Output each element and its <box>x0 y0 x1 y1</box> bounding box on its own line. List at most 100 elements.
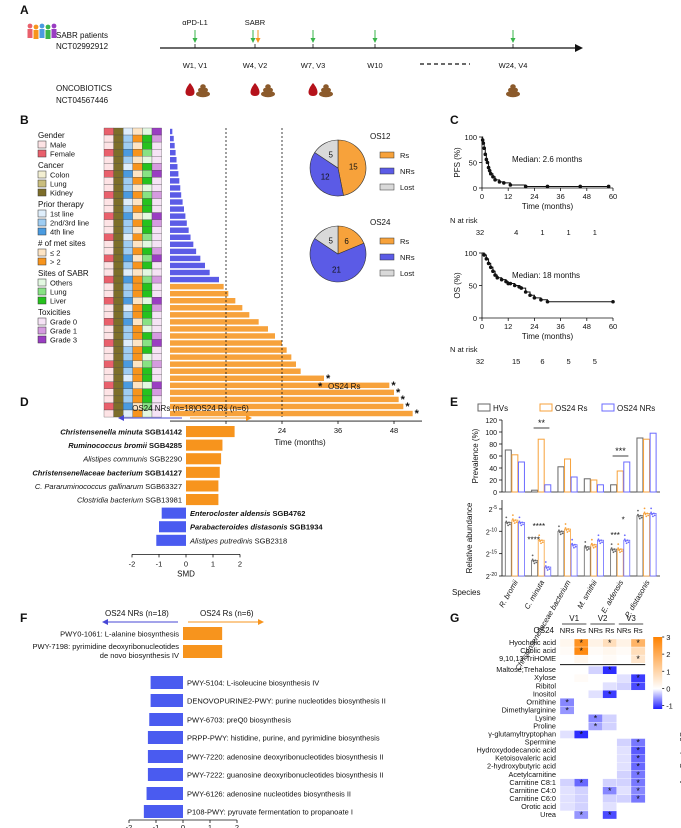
patient-attribute-cell <box>151 346 162 354</box>
survival-bar <box>170 255 201 262</box>
patient-attribute-cell <box>132 191 143 199</box>
patient-attribute-cell <box>113 374 124 382</box>
patient-attribute-cell <box>103 233 114 241</box>
e-prevalence-bar <box>537 438 545 493</box>
g-col-label: NRs <box>560 626 575 635</box>
e-abundance-point <box>625 542 628 545</box>
g-heat-cell <box>559 682 575 691</box>
pdl1-arrowhead <box>310 38 316 43</box>
patient-attribute-cell <box>142 170 153 178</box>
pie-legend-label: Lost <box>400 183 415 192</box>
e-abundance-point <box>643 507 646 510</box>
g-heat-cell <box>559 730 575 739</box>
legend-group-title: # of met sites <box>38 239 86 248</box>
g-sig-star: * <box>636 786 640 796</box>
g-heat-cell <box>574 746 589 755</box>
g-visit-label: V2 <box>598 614 608 623</box>
patient-attribute-cell <box>103 254 114 263</box>
d-bar <box>186 453 222 465</box>
e-abundance-point <box>594 545 597 548</box>
survival-bar <box>170 185 181 191</box>
e-prevalence-bar <box>557 466 565 493</box>
patient-attribute-cell <box>103 409 114 418</box>
stool-icon <box>198 87 208 93</box>
patient-attribute-cell <box>113 184 124 192</box>
f-right-arrowhead <box>258 619 264 625</box>
e-legend-label: OS24 NRs <box>617 404 655 413</box>
g-row-label: Cholic acid <box>520 646 556 655</box>
e-abundance-point <box>650 507 653 510</box>
os-x-tick-label: 0 <box>480 322 484 331</box>
os-risk-value: 32 <box>476 357 484 366</box>
legend-item-label: Colon <box>50 171 70 180</box>
e-abundance-point <box>558 531 561 534</box>
g-row-label: Ketoisovaleric acid <box>495 754 556 763</box>
g-colorbar-tick-label: 0 <box>666 684 670 693</box>
e-sig-bottom: * <box>622 515 625 524</box>
patient-attribute-cell <box>132 212 143 220</box>
sabr-label: SABR <box>245 18 266 27</box>
d-bar-label-sgb: SGB14127 <box>143 468 182 477</box>
legend-item-label: 1st line <box>50 210 74 219</box>
patient-attribute-cell <box>132 381 143 389</box>
patient-attribute-cell <box>113 395 124 404</box>
e-abundance-point <box>643 511 646 514</box>
patient-attribute-cell <box>113 332 124 340</box>
pfs-x-tick-label: 24 <box>530 192 538 201</box>
g-heat-cell <box>588 754 603 763</box>
pfs-censor-point <box>508 183 513 187</box>
f-bar <box>147 750 183 763</box>
g-row-label: 9,10,13-TriHOME <box>499 654 556 663</box>
d-bar <box>186 426 235 438</box>
e-legend-swatch <box>601 403 615 412</box>
pfs-censor-point <box>545 184 550 189</box>
legend-group-title: Prior therapy <box>38 200 84 209</box>
legend-swatch <box>37 218 47 227</box>
survival-bar <box>170 149 176 156</box>
g-heat-cell <box>616 646 632 656</box>
g-heat-cell <box>559 778 575 787</box>
patient-attribute-cell <box>151 177 162 185</box>
legend-item-label: Male <box>50 141 66 150</box>
patient-attribute-cell <box>132 360 143 368</box>
patient-attribute-cell <box>113 141 124 150</box>
pie-legend-swatch <box>379 151 395 159</box>
e-top-y-tick-label: 100 <box>485 430 497 437</box>
patient-attribute-cell <box>151 297 162 305</box>
patient-attribute-cell <box>142 353 153 361</box>
patient-attribute-cell <box>113 311 124 319</box>
patient-attribute-cell <box>142 219 153 227</box>
patient-attribute-cell <box>142 156 153 164</box>
panel-letter-a: A <box>20 3 29 17</box>
f-bar-label: PWY-7222: guanosine deoxyribonucleotides… <box>187 771 384 780</box>
panel-letter-e: E <box>450 395 458 409</box>
patient-attribute-cell <box>151 388 162 397</box>
patient-attribute-cell <box>123 318 133 326</box>
d-bar-label: Parabacteroides distasonis SGB1934 <box>190 523 323 532</box>
patient-icon <box>27 29 33 38</box>
g-heat-cell <box>616 682 632 691</box>
g-heat-cell <box>588 794 603 804</box>
d-bar-label: Alistipes putredinis SGB2318 <box>189 536 287 545</box>
g-heat-cell <box>588 802 603 812</box>
pfs-censor-point <box>481 141 486 145</box>
panel-a-timeline: A SABR patients NCT02992912 ONCOBIOTICS NCT0… <box>20 3 583 105</box>
e-abundance-point <box>574 545 577 548</box>
survival-bar <box>170 312 250 318</box>
stool-icon <box>506 90 520 98</box>
patient-attribute-cell <box>151 254 162 263</box>
pie-slice <box>314 139 339 169</box>
patient-attribute-cell <box>151 367 162 375</box>
f-bar-label: PWY-5104: L-isoleucine biosynthesis IV <box>187 679 319 688</box>
g-heat-cell <box>616 746 632 755</box>
g-heat-cell <box>559 638 575 648</box>
e-abundance-bar <box>649 513 657 577</box>
g-heat-cell <box>616 754 632 763</box>
g-heat-cell <box>574 698 589 707</box>
patient-attribute-cell <box>132 346 143 354</box>
pie-value-label: 12 <box>321 173 330 182</box>
f-bar-label: PWY-7220: adenosine deoxyribonucleotides… <box>187 753 384 762</box>
d-bar-label: Christensenellaceae bacterium SGB14127 <box>32 468 182 477</box>
e-abundance-point <box>507 524 509 527</box>
